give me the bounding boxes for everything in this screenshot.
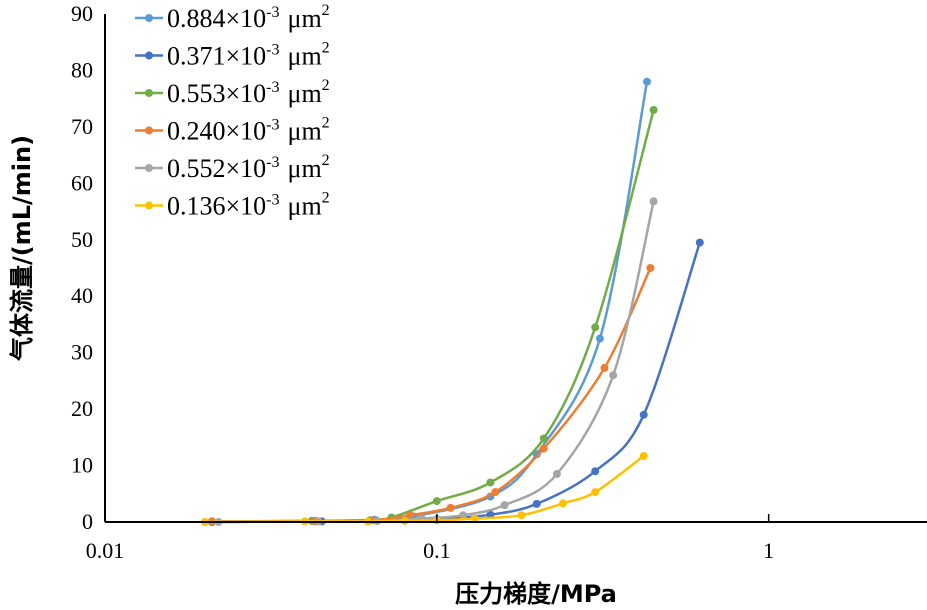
series-layer xyxy=(200,77,704,526)
series-line xyxy=(211,242,701,524)
data-point xyxy=(532,499,541,508)
y-tick-label: 20 xyxy=(71,396,93,421)
data-point xyxy=(400,516,409,525)
series-1 xyxy=(207,77,651,526)
x-tick-label: 1 xyxy=(763,538,774,563)
series-2 xyxy=(207,238,704,526)
y-tick-label: 80 xyxy=(71,57,93,82)
series-line xyxy=(218,201,655,524)
data-point xyxy=(591,467,600,476)
legend-marker xyxy=(145,89,153,97)
legend-marker xyxy=(145,14,153,22)
data-point xyxy=(591,488,600,497)
series-line xyxy=(211,267,652,523)
y-tick-label: 60 xyxy=(71,170,93,195)
data-point xyxy=(491,488,500,497)
data-point xyxy=(649,197,658,206)
data-point xyxy=(695,238,704,247)
data-point xyxy=(517,511,526,520)
data-point xyxy=(639,452,648,460)
data-point xyxy=(539,434,548,443)
legend-label: 0.884×10-3 μm2 xyxy=(167,2,330,33)
data-point xyxy=(432,497,441,506)
legend-item: 0.884×10-3 μm2 xyxy=(135,2,330,33)
data-point xyxy=(609,371,618,380)
data-point xyxy=(539,444,548,453)
series-line xyxy=(211,81,649,523)
data-point xyxy=(552,470,561,478)
legend-item: 0.552×10-3 μm2 xyxy=(135,152,330,183)
y-tick-label: 30 xyxy=(71,340,93,365)
data-point xyxy=(591,323,600,332)
data-point xyxy=(470,514,479,523)
data-point xyxy=(643,77,651,86)
legend-item: 0.136×10-3 μm2 xyxy=(135,190,330,221)
x-tick-label: 0.1 xyxy=(423,538,451,563)
data-point xyxy=(500,501,509,510)
legend-marker xyxy=(145,164,153,172)
y-tick-label: 40 xyxy=(71,283,93,308)
data-point xyxy=(486,478,495,487)
legend: 0.884×10-3 μm2 0.371×10-3 μm2 0.553×10-3 μm2 0… xyxy=(135,2,330,221)
axes-layer xyxy=(104,14,927,523)
legend-item: 0.553×10-3 μm2 xyxy=(135,77,330,108)
data-point xyxy=(559,499,567,508)
legend-label: 0.371×10-3 μm2 xyxy=(167,40,330,71)
series-4 xyxy=(207,264,655,526)
data-point xyxy=(595,334,604,343)
data-point xyxy=(646,264,655,272)
data-point xyxy=(532,450,541,459)
y-axis-title: 气体流量/(mL/min) xyxy=(8,135,36,362)
legend-label: 0.553×10-3 μm2 xyxy=(167,77,330,108)
x-tick-label: 0.01 xyxy=(86,538,125,563)
y-tick-label: 10 xyxy=(71,453,93,478)
legend-marker xyxy=(145,51,153,60)
data-point xyxy=(446,503,455,512)
legend-label: 0.136×10-3 μm2 xyxy=(167,190,330,221)
legend-item: 0.240×10-3 μm2 xyxy=(135,115,330,146)
legend-marker xyxy=(145,126,153,135)
data-point xyxy=(639,410,648,419)
data-point xyxy=(406,511,414,520)
legend-label: 0.240×10-3 μm2 xyxy=(167,115,330,146)
ticks-layer: 0 10 20 30 40 50 60 70 80 90 0.01 0.1 1 xyxy=(71,1,774,563)
data-point xyxy=(649,106,658,114)
data-point xyxy=(459,511,468,520)
legend-label: 0.552×10-3 μm2 xyxy=(167,152,330,183)
y-tick-label: 50 xyxy=(71,227,93,252)
legend-item: 0.371×10-3 μm2 xyxy=(135,40,330,71)
data-point xyxy=(600,363,609,372)
y-tick-label: 90 xyxy=(71,1,93,26)
y-tick-label: 0 xyxy=(82,509,93,534)
legend-marker xyxy=(145,201,153,210)
x-axis-title: 压力梯度/MPa xyxy=(455,580,617,608)
series-line xyxy=(211,109,655,523)
y-tick-label: 70 xyxy=(71,114,93,139)
